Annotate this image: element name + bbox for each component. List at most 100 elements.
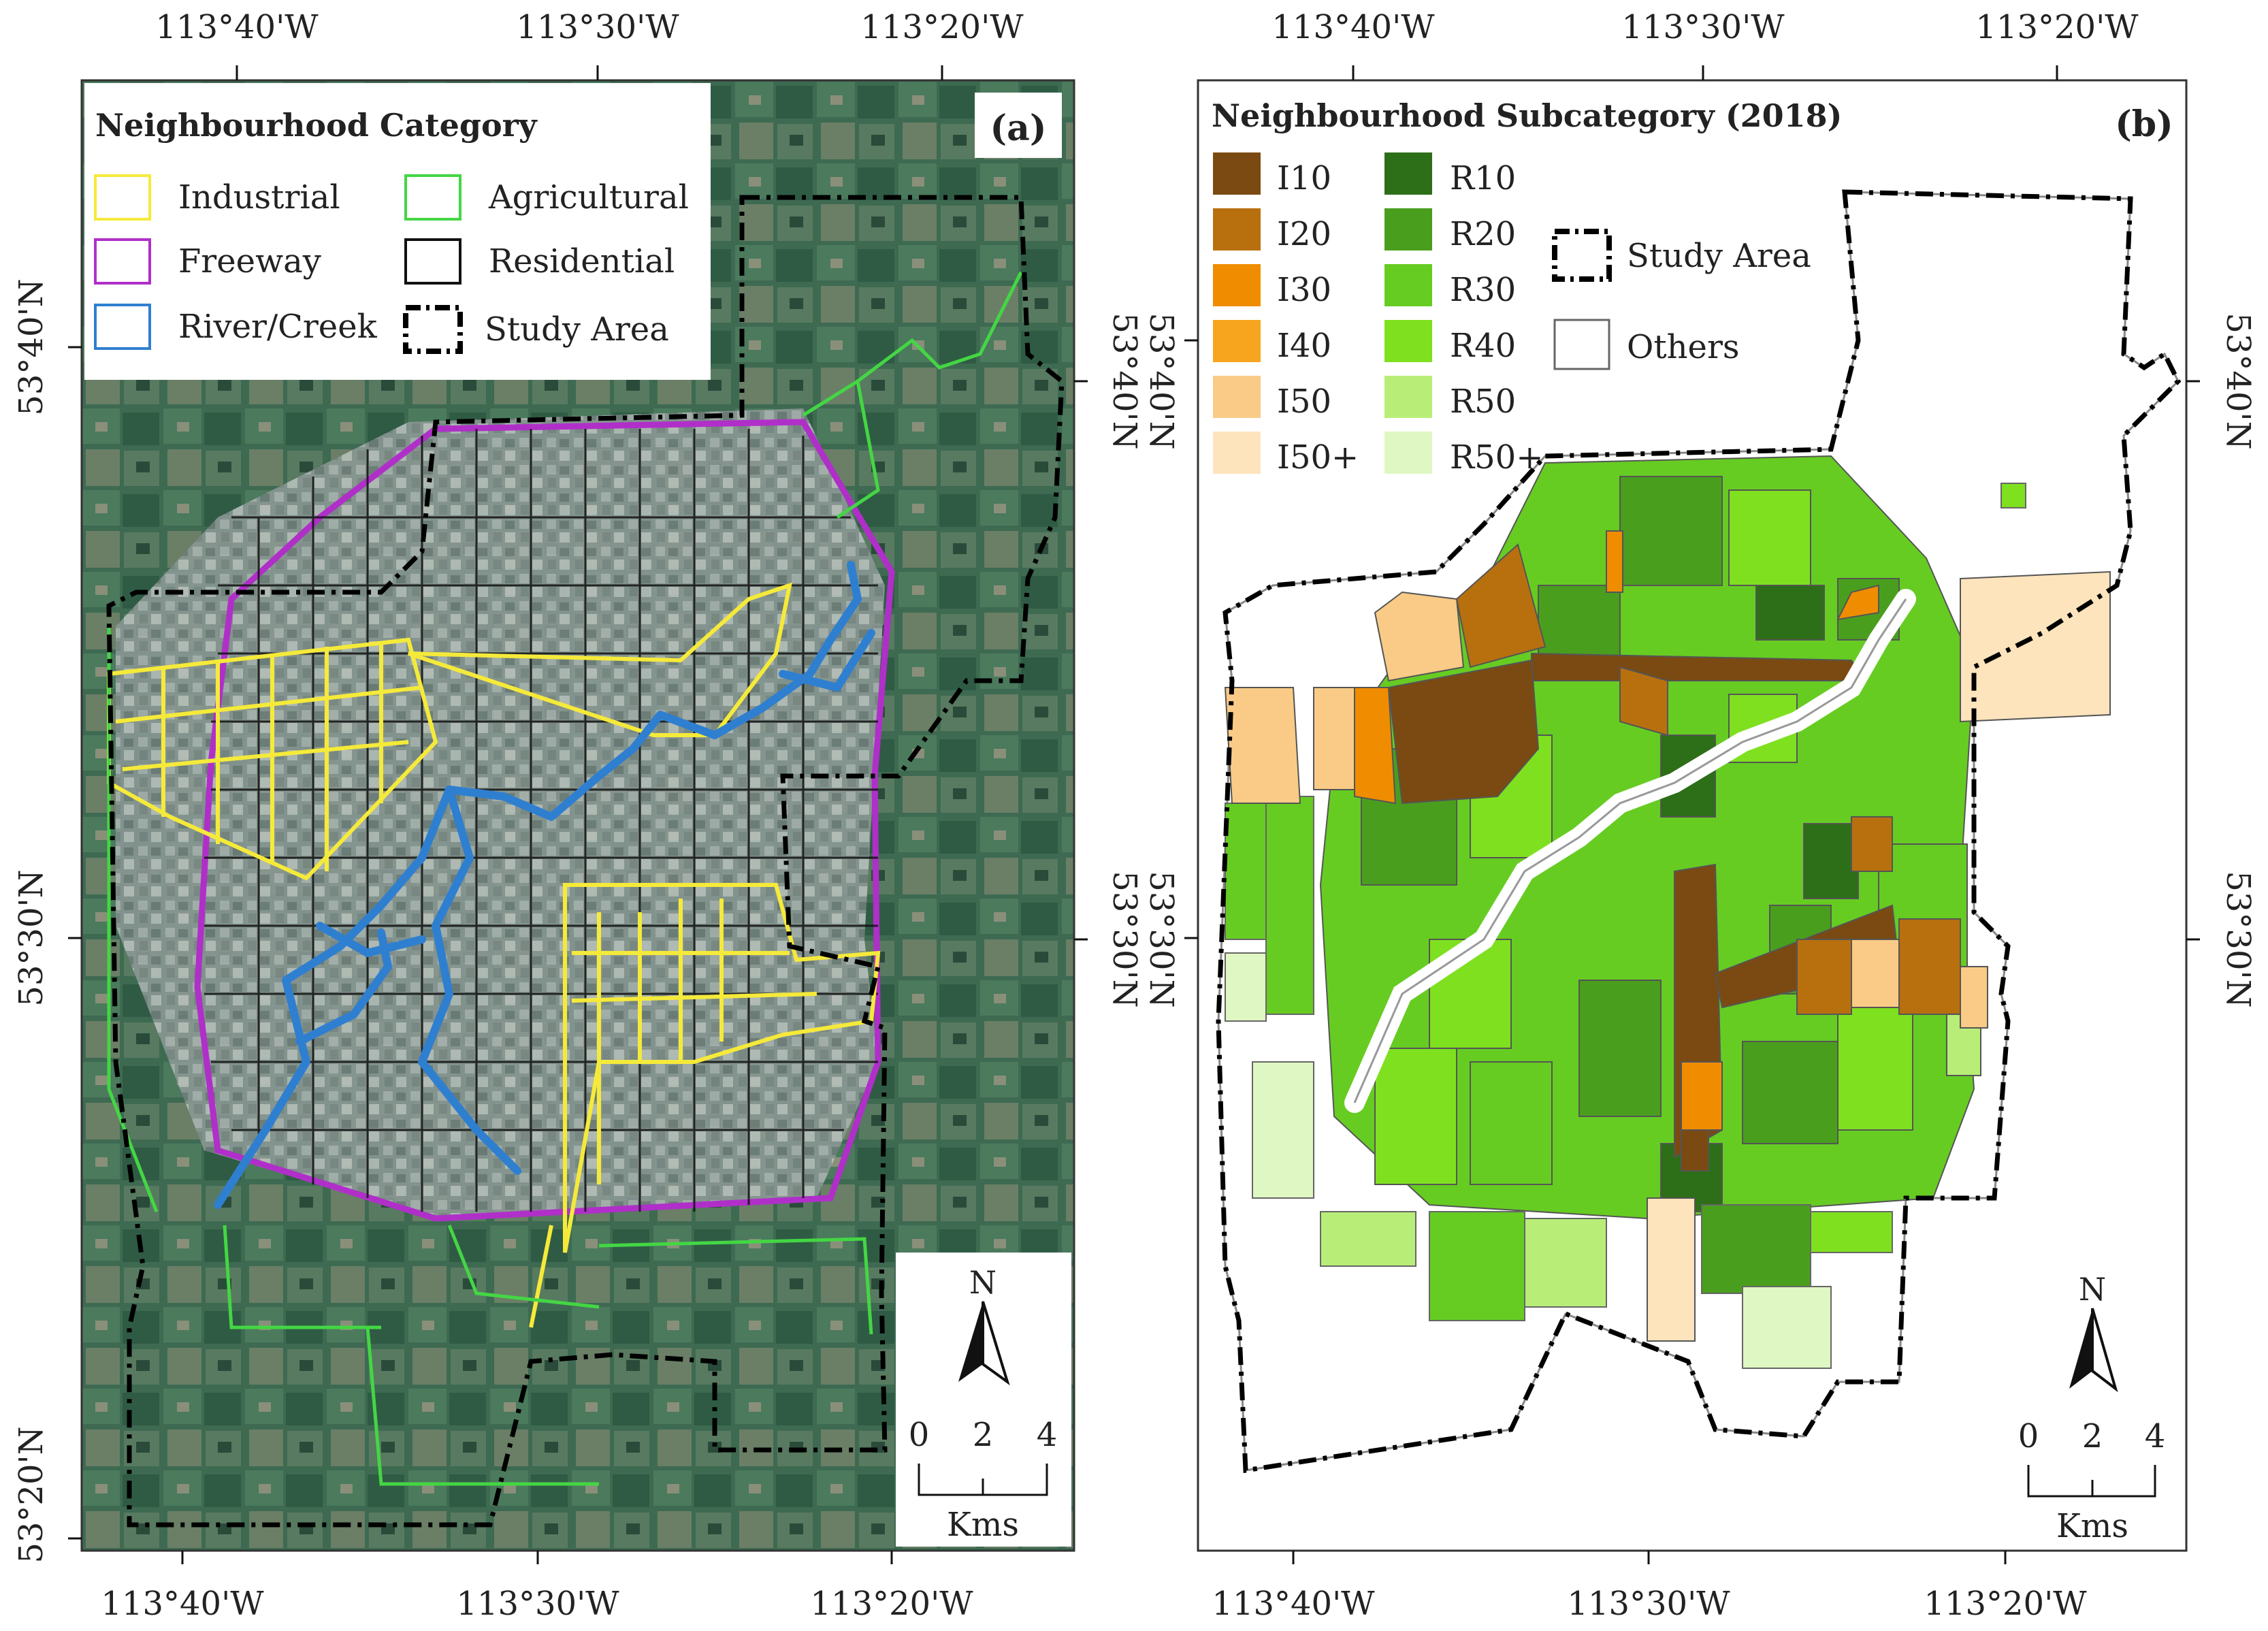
panel-a-legend-swatch-residential bbox=[404, 238, 461, 285]
legend-label-r40: R40 bbox=[1450, 327, 1516, 365]
panel-a-top-tick-0: 113°40'W bbox=[155, 8, 319, 46]
panel-b-north-label: N bbox=[2079, 1271, 2106, 1308]
legend-label-r20: R20 bbox=[1450, 215, 1516, 253]
panel-a-legend-label-freeway: Freeway bbox=[178, 242, 321, 280]
panel-a-legend-swatch-agricultural bbox=[404, 174, 461, 221]
panel-b-right-tick-0: 53°40'N bbox=[2219, 312, 2257, 449]
panel-b-scale-tick-4: 4 bbox=[2145, 1417, 2166, 1455]
legend-swatch-r50-plus bbox=[1384, 432, 1432, 474]
legend-swatch-r10 bbox=[1384, 152, 1432, 195]
legend-label-others: Others bbox=[1627, 328, 1740, 366]
panel-a-legend-swatch-study-area bbox=[403, 305, 463, 354]
legend-label-r50: R50 bbox=[1450, 383, 1516, 421]
legend-swatch-r30 bbox=[1384, 264, 1432, 306]
panel-a-legend-swatch-freeway bbox=[94, 238, 151, 285]
panel-a-bottom-tick-2: 113°20'W bbox=[810, 1585, 973, 1623]
panel-b-left-tick-1: 53°30'N bbox=[1142, 871, 1180, 1007]
panel-a-left-tick-2: 53°20'N bbox=[12, 1426, 50, 1563]
legend-label-i10: I10 bbox=[1277, 159, 1331, 197]
panel-b-legend: Neighbourhood Subcategory (2018) I10 I20… bbox=[1212, 97, 1842, 477]
panel-a-urban-area bbox=[116, 408, 885, 1218]
legend-swatch-i30 bbox=[1213, 264, 1261, 306]
panel-b-label: (b) bbox=[2115, 103, 2173, 145]
panel-b-legend-residential: R10 R20 R30 R40 R50 R50+ bbox=[1384, 152, 1543, 477]
panel-a-legend-label-industrial: Industrial bbox=[178, 178, 340, 216]
panel-a-right-tick-0: 53°40'N bbox=[1105, 312, 1144, 449]
panel-a-legend-label-agricultural: Agricultural bbox=[488, 178, 689, 216]
panel-b-left-tick-0: 53°40'N bbox=[1142, 312, 1180, 449]
panel-a-legend-label-study-area: Study Area bbox=[485, 310, 669, 349]
panel-b-scale-bar bbox=[2027, 1465, 2156, 1498]
legend-swatch-others bbox=[1553, 319, 1610, 370]
panel-a-freeway-ring bbox=[194, 419, 895, 1222]
panel-b-industrial-patches bbox=[1224, 530, 2111, 1342]
panel-a-top-tick-2: 113°20'W bbox=[860, 8, 1024, 46]
legend-label-r10: R10 bbox=[1450, 159, 1516, 197]
panel-a-legend-swatch-industrial bbox=[94, 174, 151, 221]
panel-a-legend-swatch-river bbox=[94, 304, 151, 350]
panel-b-legend-title: Neighbourhood Subcategory (2018) bbox=[1212, 97, 1842, 134]
panel-a-top-tick-1: 113°30'W bbox=[516, 8, 679, 46]
panel-a-north-scale: N 0 2 4 Kms bbox=[896, 1253, 1071, 1547]
panel-b-north-arrow-icon-half bbox=[2091, 1308, 2118, 1393]
legend-swatch-study-area bbox=[1552, 229, 1612, 282]
panel-a-north-label: N bbox=[969, 1264, 997, 1301]
panel-a-river bbox=[214, 561, 875, 1209]
legend-label-r50-plus: R50+ bbox=[1450, 438, 1543, 477]
legend-swatch-i40 bbox=[1213, 320, 1261, 362]
panel-a-bottom-tick-1: 113°30'W bbox=[456, 1585, 619, 1623]
legend-swatch-r50 bbox=[1384, 376, 1432, 418]
panel-b-legend-industrial: I10 I20 I30 I40 I50 I50+ bbox=[1213, 152, 1359, 477]
panel-a-agricultural bbox=[107, 271, 1023, 1486]
panel-b-bottom-tick-2: 113°20'W bbox=[1924, 1585, 2087, 1623]
panel-b-north-scale: N 0 2 4 Kms bbox=[2018, 1271, 2166, 1545]
panel-b-top-tick-1: 113°30'W bbox=[1621, 8, 1785, 46]
panel-b-bottom-tick-1: 113°30'W bbox=[1567, 1585, 1730, 1623]
legend-label-study-area: Study Area bbox=[1627, 237, 1811, 275]
legend-swatch-r40 bbox=[1384, 320, 1432, 362]
panel-a-legend-box bbox=[84, 83, 711, 380]
panel-a-bottom-tick-0: 113°40'W bbox=[101, 1585, 264, 1623]
legend-label-i50: I50 bbox=[1277, 383, 1331, 421]
panel-a-scale-tick-2: 2 bbox=[973, 1416, 994, 1454]
panel-a-left-tick-1: 53°30'N bbox=[12, 869, 50, 1006]
panel-b-north-arrow-icon bbox=[2069, 1308, 2092, 1389]
legend-label-r30: R30 bbox=[1450, 271, 1516, 309]
panel-a-legend-label-residential: Residential bbox=[489, 242, 675, 280]
panel-a-scale-unit: Kms bbox=[947, 1506, 1019, 1544]
legend-swatch-i20 bbox=[1213, 208, 1261, 251]
panel-a-scale-bar bbox=[918, 1464, 1048, 1496]
panel-b-outer-residential bbox=[1225, 483, 2026, 1369]
panel-b-right-tick-1: 53°30'N bbox=[2219, 871, 2257, 1007]
panel-a-legend: Neighbourhood Category Industrial Agricu… bbox=[84, 83, 711, 380]
legend-label-i20: I20 bbox=[1277, 215, 1331, 253]
panel-a-legend-title: Neighbourhood Category bbox=[95, 107, 538, 144]
panel-a-label: (a) bbox=[990, 108, 1047, 149]
panel-a-legend-label-river: River/Creek bbox=[178, 308, 378, 346]
panel-a-label-box bbox=[975, 93, 1062, 158]
legend-label-i50-plus: I50+ bbox=[1277, 438, 1359, 477]
panel-a-study-area-boundary bbox=[106, 195, 1065, 1528]
legend-label-i30: I30 bbox=[1277, 271, 1331, 309]
panel-a-left-tick-0: 53°40'N bbox=[12, 278, 50, 415]
legend-swatch-i10 bbox=[1213, 152, 1261, 195]
panel-b-top-tick-2: 113°20'W bbox=[1975, 8, 2139, 46]
panel-b-bottom-tick-0: 113°40'W bbox=[1212, 1585, 1375, 1623]
panel-a-residential-grid bbox=[204, 429, 878, 1212]
panel-a-scale-tick-4: 4 bbox=[1037, 1416, 1058, 1454]
panel-b-scale-unit: Kms bbox=[2056, 1507, 2128, 1545]
panel-b-map bbox=[1216, 189, 2182, 1474]
panel-b-tick-marks bbox=[1184, 65, 2200, 1564]
panel-a-tick-marks bbox=[68, 65, 1088, 1564]
panel-b-top-tick-0: 113°40'W bbox=[1271, 8, 1435, 46]
panel-b-scale-tick-0: 0 bbox=[2018, 1417, 2039, 1455]
panel-a-scale-tick-0: 0 bbox=[909, 1416, 930, 1454]
panel-b-scale-tick-2: 2 bbox=[2082, 1417, 2103, 1455]
panel-a-north-arrow-icon bbox=[958, 1302, 983, 1382]
legend-swatch-r20 bbox=[1384, 208, 1432, 251]
legend-swatch-i50 bbox=[1213, 376, 1261, 418]
panel-b-river-edge bbox=[1353, 598, 1907, 1103]
legend-swatch-i50-plus bbox=[1213, 432, 1261, 474]
panel-a-right-tick-1: 53°30'N bbox=[1105, 871, 1144, 1007]
